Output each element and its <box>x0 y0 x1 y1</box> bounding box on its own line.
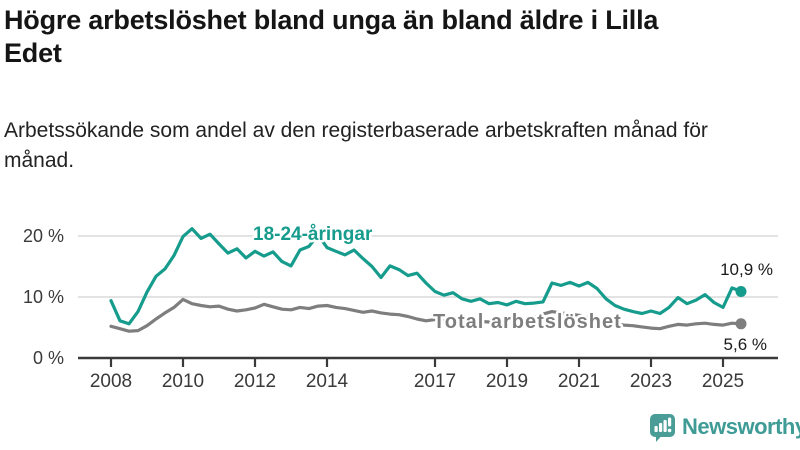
series-label-youth: 18-24-åringar <box>253 224 373 245</box>
series-end-dot <box>735 286 747 297</box>
series-line <box>109 297 743 333</box>
y-axis-tick-label: 20 % <box>23 226 64 246</box>
chart-labels: 18-24-åringar Total arbetslöshet 10,9 % … <box>251 222 774 355</box>
x-axis-tick-label: 2014 <box>306 371 349 392</box>
y-axis-tick-label: 0 % <box>33 348 64 368</box>
x-axis-tick-label: 2008 <box>90 371 132 392</box>
subtitle: Arbetssökande som andel av den registerb… <box>4 119 708 172</box>
x-axis-tick-label: 2010 <box>162 371 204 392</box>
x-axis-tick-label: 2021 <box>558 371 600 392</box>
series-end-dot <box>735 318 747 330</box>
end-value-label-youth: 10,9 % <box>720 260 773 279</box>
x-axis-tick-label: 2023 <box>630 371 672 392</box>
end-value-label-total: 5,6 % <box>724 335 767 354</box>
series-line <box>109 227 743 326</box>
x-axis-tick-label: 2025 <box>702 371 744 392</box>
y-axis-tick-label: 10 % <box>23 287 64 307</box>
newsworthy-wordmark: Newsworthy <box>682 414 800 439</box>
x-axis-tick-label: 2012 <box>234 371 276 392</box>
newsworthy-logo[interactable]: Newsworthy <box>648 412 800 442</box>
chart-plot-area: 0 % 10 % 20 % 2008 2010 2012 2014 2017 2019 2021 2… <box>23 226 778 392</box>
newsworthy-icon <box>650 414 675 442</box>
x-axis-tick-label: 2017 <box>414 371 456 392</box>
x-axis-tick-label: 2019 <box>486 371 528 392</box>
headline: Högre arbetslöshet bland unga än bland ä… <box>4 5 659 68</box>
series-label-total: Total arbetslöshet <box>433 311 622 333</box>
